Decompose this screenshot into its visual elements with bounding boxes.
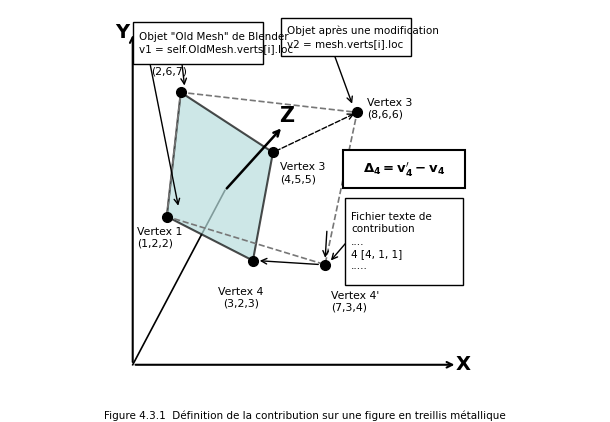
Text: Vertex 4
(3,2,3): Vertex 4 (3,2,3) (218, 287, 264, 308)
Text: Figure 4.3.1  Définition de la contribution sur une figure en treillis métalliqu: Figure 4.3.1 Définition de la contributi… (104, 410, 506, 421)
Text: Objet "Old Mesh" de Blender
v1 = self.OldMesh.verts[i].loc: Objet "Old Mesh" de Blender v1 = self.Ol… (138, 32, 293, 54)
Text: Vertex 2
(2,6,7): Vertex 2 (2,6,7) (151, 55, 196, 76)
Text: Vertex 1
(1,2,2): Vertex 1 (1,2,2) (137, 227, 182, 248)
Polygon shape (167, 92, 273, 261)
Text: Vertex 3
(4,5,5): Vertex 3 (4,5,5) (280, 162, 326, 184)
Text: Y: Y (116, 23, 130, 42)
FancyBboxPatch shape (345, 198, 463, 284)
Text: Fichier texte de
contribution
....
4 [4, 1, 1]
.....: Fichier texte de contribution .... 4 [4,… (351, 212, 432, 271)
FancyBboxPatch shape (133, 22, 263, 64)
Text: $\mathbf{\Delta_4 = v_4' - v_4}$: $\mathbf{\Delta_4 = v_4' - v_4}$ (363, 160, 445, 179)
Text: Objet après une modification
v2 = mesh.verts[i].loc: Objet après une modification v2 = mesh.v… (287, 26, 439, 49)
Text: Vertex 3
(8,6,6): Vertex 3 (8,6,6) (367, 97, 412, 119)
FancyBboxPatch shape (281, 18, 411, 56)
Text: X: X (456, 355, 471, 374)
Text: Vertex 4'
(7,3,4): Vertex 4' (7,3,4) (331, 291, 379, 312)
Text: Z: Z (279, 106, 295, 126)
FancyBboxPatch shape (343, 150, 465, 189)
